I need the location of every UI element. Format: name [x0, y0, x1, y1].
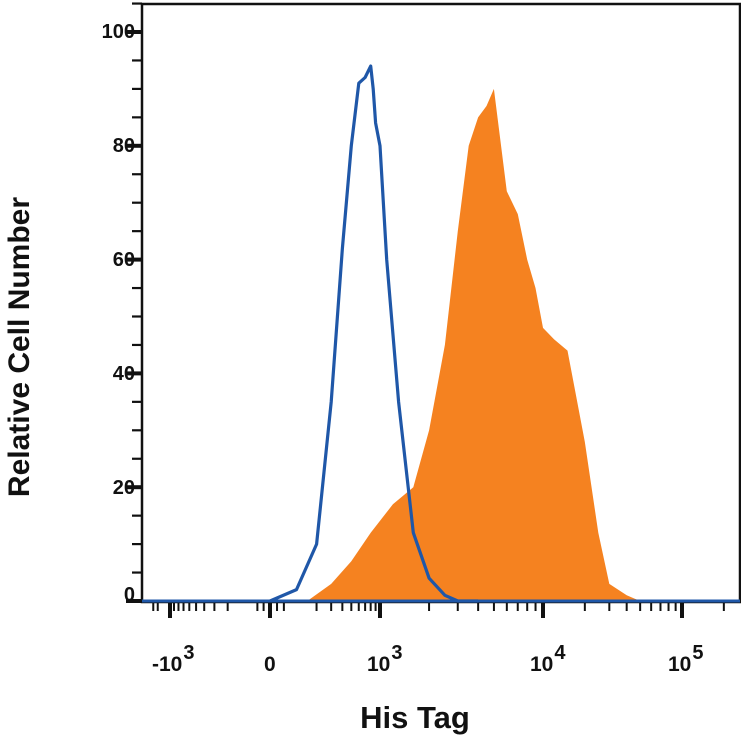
x-axis-ticks [152, 603, 725, 618]
stained-histogram-fill [307, 88, 641, 601]
y-tick-label: 100 [101, 21, 135, 43]
y-tick-label: 60 [112, 249, 135, 271]
x-tick-label: 0 [264, 653, 276, 676]
x-tick-label: 103 [367, 642, 403, 676]
y-tick-label: 0 [123, 584, 135, 606]
x-tick-label: -103 [152, 642, 195, 676]
isotype-histogram-line [269, 64, 479, 603]
x-tick-label: 105 [668, 642, 704, 676]
y-tick-label: 80 [112, 135, 135, 157]
y-axis-ticks [126, 2, 142, 603]
x-tick-label: 104 [530, 642, 566, 676]
y-axis-label: Relative Cell Number [3, 196, 36, 498]
y-tick-label: 40 [112, 363, 135, 385]
x-axis-label: His Tag [360, 700, 470, 735]
y-tick-label: 20 [112, 477, 135, 499]
